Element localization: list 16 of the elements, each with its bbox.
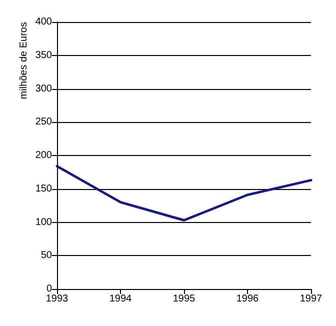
x-tick-label: 1996 (236, 294, 260, 304)
line-series (56, 164, 312, 222)
y-tick-label: 350 (35, 50, 52, 61)
y-tick-label: 50 (40, 250, 52, 262)
x-tick-label: 1994 (109, 294, 132, 304)
x-tick-label: 1993 (46, 294, 69, 304)
y-tick-label: 100 (35, 216, 52, 228)
y-tick-label: 250 (35, 116, 52, 128)
y-tick-label: 300 (35, 83, 52, 94)
x-tick-label: 1997 (300, 294, 323, 304)
x-tick-label: 1995 (172, 294, 196, 304)
y-tick-label: 400 (35, 16, 52, 28)
y-axis-title: milhões de Euros (18, 22, 30, 100)
y-tick-label: 0 (46, 284, 52, 294)
y-tick-label: 150 (35, 183, 52, 194)
y-tick-label: 200 (35, 150, 52, 161)
